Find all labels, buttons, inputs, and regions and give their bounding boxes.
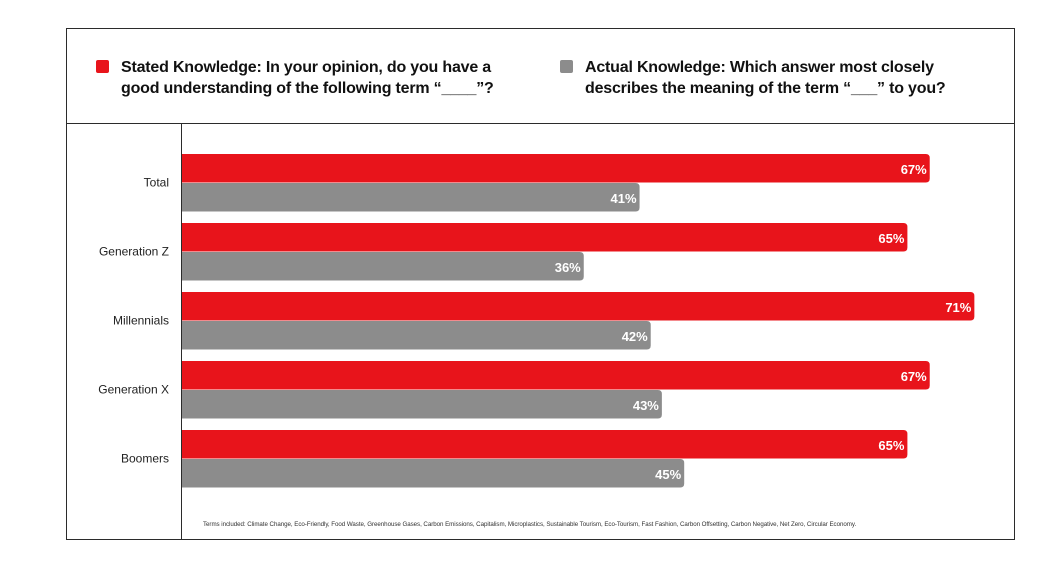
legend-label-stated: Stated Knowledge: In your opinion, do yo… [121, 57, 494, 99]
legend-label-actual-line1: Actual Knowledge: Which answer most clos… [585, 59, 934, 76]
legend-label-stated-line1: Stated Knowledge: In your opinion, do yo… [121, 59, 491, 76]
data-label: 43% [633, 398, 659, 413]
legend-swatch-actual [560, 60, 573, 73]
legend-swatch-stated [96, 60, 109, 73]
bar-stated [182, 430, 908, 459]
bar-actual [182, 183, 640, 212]
bar-chart: Total 67% 41% Generation Z 65% 36% Millennials… [98, 154, 975, 488]
category-label: Generation Z [99, 245, 169, 259]
chart-frame: Stated Knowledge: In your opinion, do yo… [66, 28, 1015, 540]
data-label: 67% [901, 162, 927, 177]
bar-stated [182, 361, 930, 390]
data-label: 36% [555, 260, 581, 275]
bar-stated [182, 154, 930, 183]
legend-label-actual-line2: describes the meaning of the term “___” … [585, 80, 946, 97]
data-label: 42% [622, 329, 648, 344]
footnote: Terms included: Climate Change, Eco-Frie… [203, 521, 857, 528]
plot-area: Total 67% 41% Generation Z 65% 36% Millennials… [67, 124, 1014, 539]
category-label: Boomers [121, 452, 169, 466]
legend-item-actual: Actual Knowledge: Which answer most clos… [560, 57, 946, 99]
bar-actual [182, 321, 651, 350]
data-label: 67% [901, 369, 927, 384]
category-label: Millennials [113, 314, 169, 328]
category-label: Total [144, 176, 169, 190]
legend-header: Stated Knowledge: In your opinion, do yo… [67, 29, 1014, 124]
data-label: 65% [878, 438, 904, 453]
bar-stated [182, 223, 908, 252]
y-axis-line [181, 124, 182, 539]
legend-label-stated-line2: good understanding of the following term… [121, 80, 494, 97]
category-label: Generation X [98, 383, 169, 397]
bar-stated [182, 292, 975, 321]
legend-label-actual: Actual Knowledge: Which answer most clos… [585, 57, 946, 99]
bar-actual [182, 459, 685, 488]
data-label: 45% [655, 467, 681, 482]
data-label: 65% [878, 231, 904, 246]
bar-actual [182, 390, 662, 419]
data-label: 71% [945, 300, 971, 315]
data-label: 41% [611, 191, 637, 206]
bar-actual [182, 252, 584, 281]
legend-item-stated: Stated Knowledge: In your opinion, do yo… [96, 57, 494, 99]
